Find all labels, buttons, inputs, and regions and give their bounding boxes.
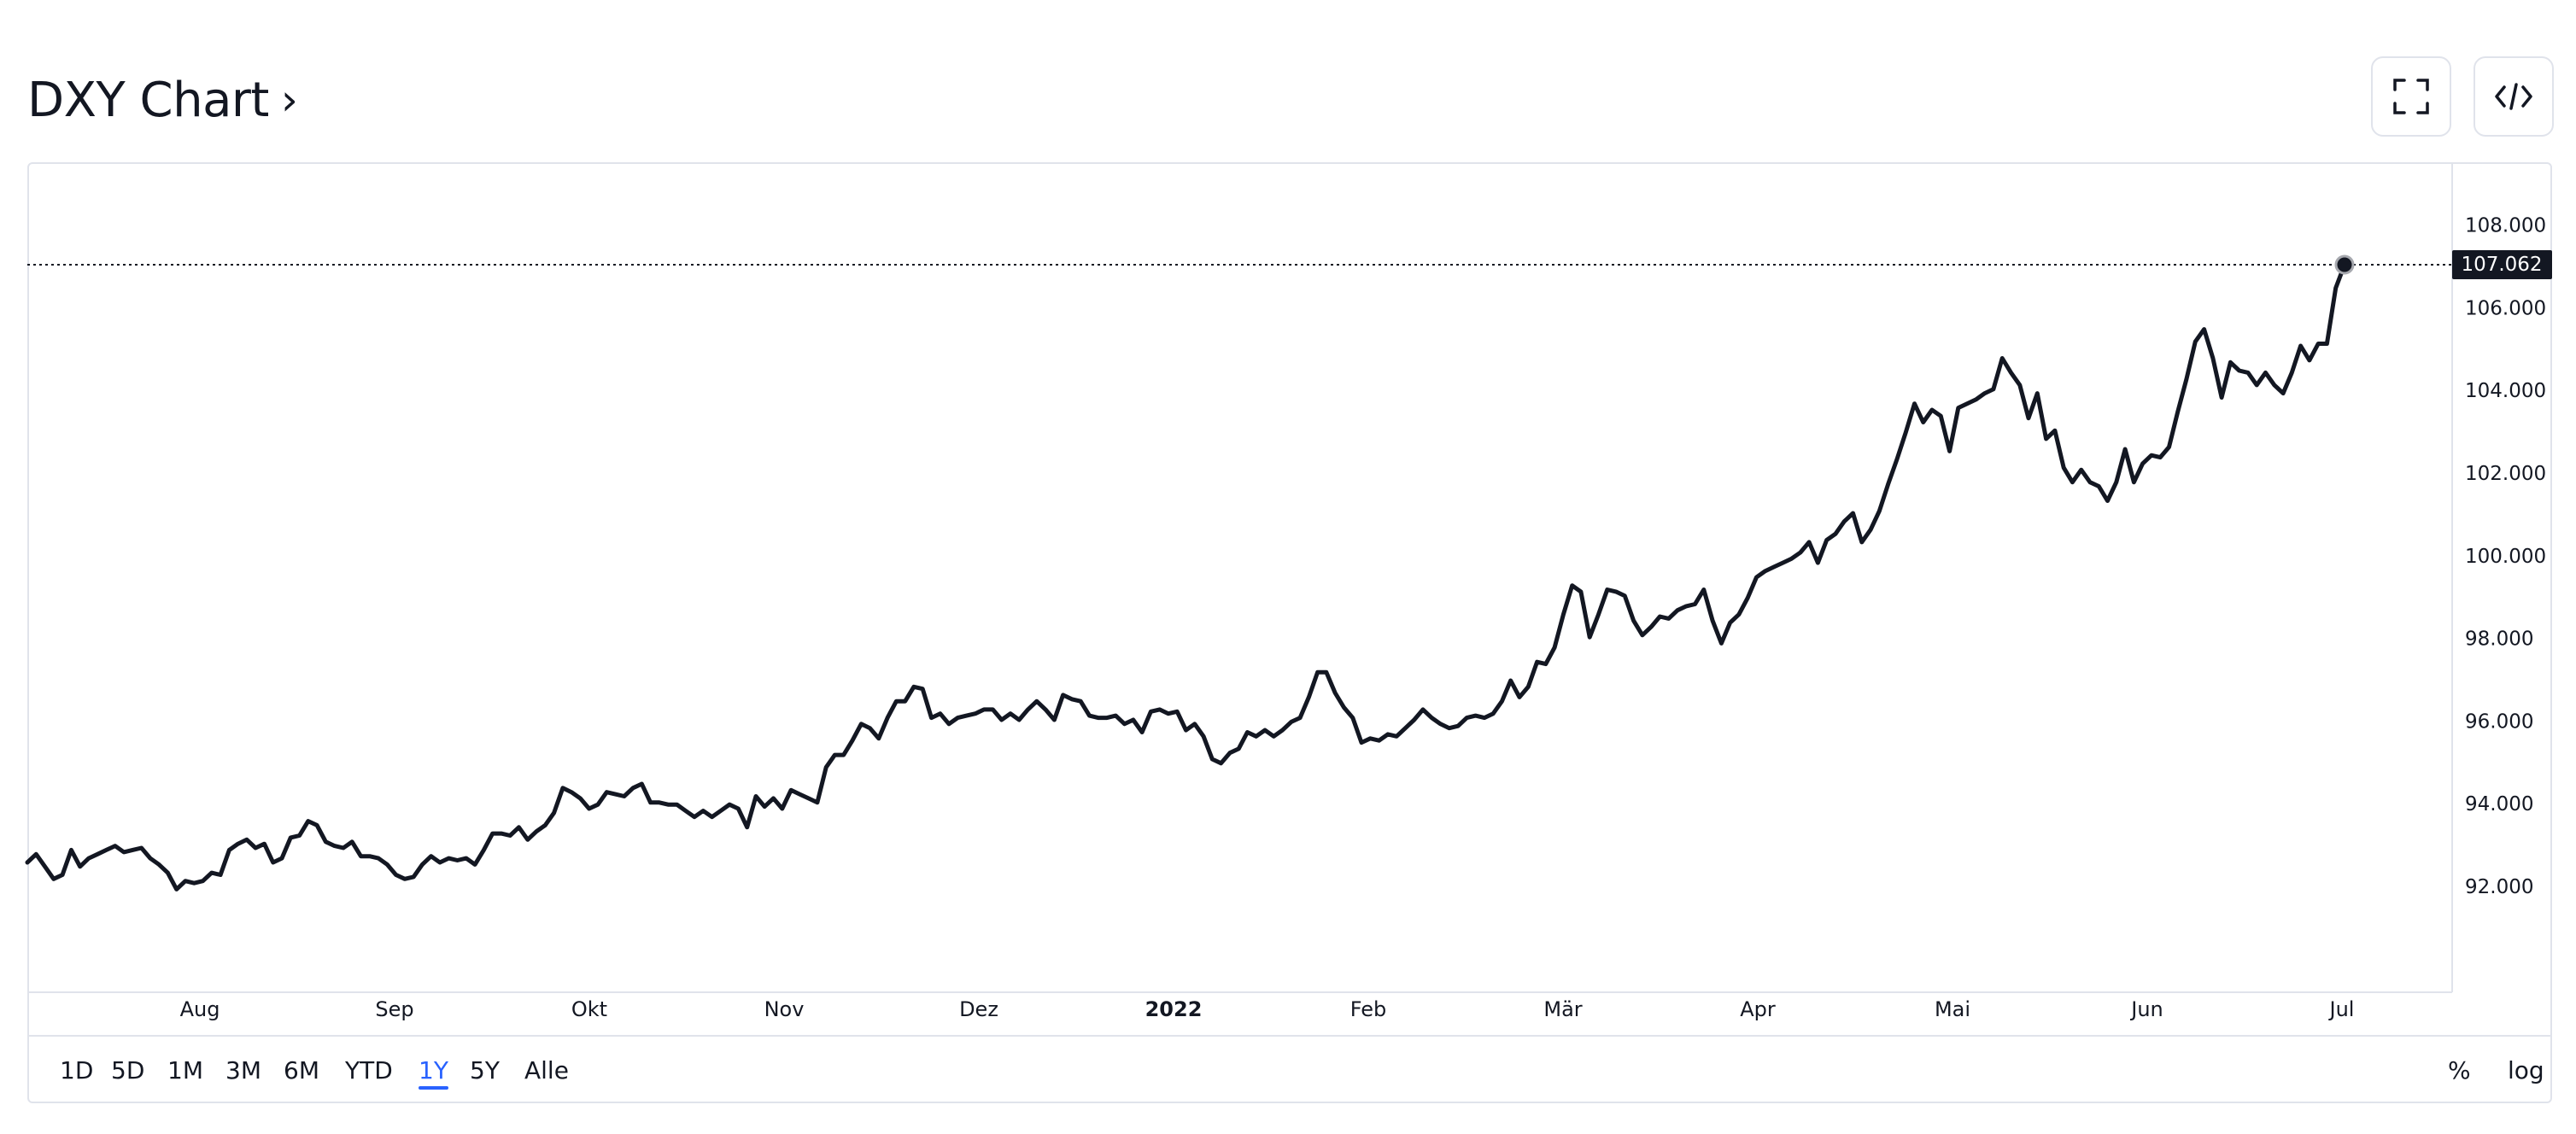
range-button-3m[interactable]: 3M bbox=[225, 1038, 261, 1102]
x-tick-label: Mär bbox=[1543, 997, 1582, 1021]
chart-title-link[interactable]: DXY Chart › bbox=[27, 65, 298, 135]
x-tick-label: Feb bbox=[1350, 997, 1387, 1021]
last-price-label: 107.062 bbox=[2461, 254, 2542, 276]
x-tick-label: Sep bbox=[375, 997, 413, 1021]
y-tick-label: 102.000 bbox=[2465, 463, 2546, 485]
range-button-1y[interactable]: 1Y bbox=[419, 1038, 448, 1102]
series-line bbox=[25, 262, 2347, 891]
x-tick-label: Jun bbox=[2129, 997, 2163, 1021]
range-button-label: 5Y bbox=[470, 1055, 500, 1084]
range-button-1d[interactable]: 1D bbox=[60, 1038, 93, 1102]
range-button-label: 6M bbox=[284, 1055, 319, 1084]
embed-code-icon bbox=[2495, 83, 2532, 110]
range-button-ytd[interactable]: YTD bbox=[345, 1038, 393, 1102]
price-axis: 108.000 106.000 104.000 102.000 100.000 98.00… bbox=[2465, 215, 2546, 898]
percent-scale-toggle[interactable]: % bbox=[2448, 1055, 2471, 1084]
y-tick-label: 108.000 bbox=[2465, 215, 2546, 237]
chevron-right-icon: › bbox=[280, 75, 298, 125]
x-tick-label: Dez bbox=[959, 997, 998, 1021]
fullscreen-button[interactable] bbox=[2371, 56, 2451, 137]
range-button-alle[interactable]: Alle bbox=[524, 1038, 569, 1102]
y-tick-label: 96.000 bbox=[2465, 710, 2533, 733]
range-button-6m[interactable]: 6M bbox=[284, 1038, 319, 1102]
embed-button[interactable] bbox=[2474, 56, 2554, 137]
x-tick-label: 2022 bbox=[1145, 997, 1203, 1021]
range-button-5d[interactable]: 5D bbox=[111, 1038, 144, 1102]
chart-title: DXY Chart bbox=[27, 72, 269, 128]
range-toolbar: % log 1D 5D 1M 3M 6M YTD 1Y 5Y Alle bbox=[29, 1038, 2550, 1102]
active-range-underline bbox=[419, 1086, 448, 1090]
y-tick-label: 92.000 bbox=[2465, 876, 2533, 898]
x-tick-label: Mai bbox=[1935, 997, 1970, 1021]
range-button-label: 1M bbox=[167, 1055, 203, 1084]
range-button-label: Alle bbox=[524, 1055, 569, 1084]
range-button-label: 3M bbox=[225, 1055, 261, 1084]
y-tick-label: 104.000 bbox=[2465, 380, 2546, 402]
fullscreen-icon bbox=[2393, 79, 2429, 114]
range-button-label: 5D bbox=[111, 1055, 145, 1084]
x-tick-label: Apr bbox=[1740, 997, 1776, 1021]
last-price-tag bbox=[2452, 249, 2552, 279]
x-tick-label: Nov bbox=[764, 997, 805, 1021]
y-tick-label: 94.000 bbox=[2465, 793, 2533, 815]
y-tick-label: 98.000 bbox=[2465, 628, 2533, 651]
y-tick-label: 106.000 bbox=[2465, 297, 2546, 319]
range-button-5y[interactable]: 5Y bbox=[470, 1038, 500, 1102]
x-tick-label: Okt bbox=[571, 997, 607, 1021]
range-button-label: 1Y bbox=[419, 1055, 448, 1084]
time-axis: Aug Sep Okt Nov Dez 2022 Feb Mär Apr Mai Jun Jul bbox=[180, 997, 2355, 1021]
y-tick-label: 100.000 bbox=[2465, 546, 2546, 568]
chart-frame bbox=[27, 162, 2552, 1103]
log-scale-toggle[interactable]: log bbox=[2508, 1055, 2544, 1084]
last-point-marker bbox=[2334, 254, 2355, 275]
range-button-label: YTD bbox=[345, 1055, 393, 1084]
x-tick-label: Aug bbox=[180, 997, 220, 1021]
x-tick-label: Jul bbox=[2328, 997, 2355, 1021]
range-button-label: 1D bbox=[60, 1055, 94, 1084]
range-button-1m[interactable]: 1M bbox=[167, 1038, 203, 1102]
